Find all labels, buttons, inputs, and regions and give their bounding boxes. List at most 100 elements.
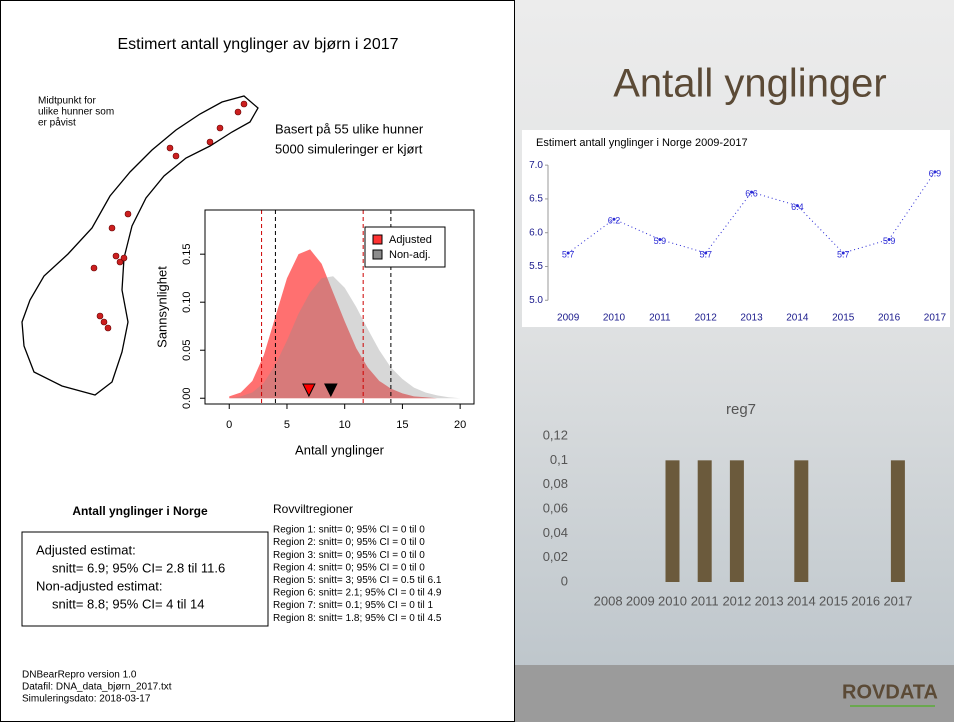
y-tick-label: 0,1 <box>550 452 568 467</box>
summary-line: Adjusted estimat: <box>36 542 136 557</box>
y-tick-label: 0,04 <box>543 525 568 540</box>
legend-swatch <box>372 249 383 260</box>
map-outline <box>21 95 259 396</box>
region-line: Region 7: snitt= 0.1; 95% CI = 0 til 1 <box>273 600 434 611</box>
x-tick-label: 2016 <box>851 593 880 608</box>
x-tick-label: 5 <box>284 419 290 431</box>
x-tick-label: 2011 <box>649 313 671 324</box>
line-point <box>612 217 616 221</box>
map-note: Midtpunkt for <box>38 96 96 107</box>
y-tick-label: 0.15 <box>181 243 193 264</box>
line-point <box>841 251 845 255</box>
line-point <box>795 204 799 208</box>
line-series <box>567 171 936 254</box>
y-tick-label: 0 <box>561 573 568 588</box>
y-tick-label: 5.5 <box>529 261 543 272</box>
footer-bar <box>515 665 954 722</box>
x-tick-label: 2015 <box>832 313 855 324</box>
x-axis-label: Antall ynglinger <box>295 442 385 457</box>
region-line: Region 4: snitt= 0; 95% CI = 0 til 0 <box>273 562 425 573</box>
x-tick-label: 2010 <box>658 593 687 608</box>
bar <box>697 460 712 582</box>
value-label: 6.4 <box>791 202 804 212</box>
bar <box>665 460 680 582</box>
plot-frame <box>204 209 475 405</box>
value-label: 5.9 <box>883 236 896 246</box>
footer-line: Simuleringsdato: 2018-03-17 <box>22 694 151 705</box>
line-point <box>750 190 754 194</box>
value-label: 5.9 <box>654 236 667 246</box>
x-tick-label: 2010 <box>603 313 626 324</box>
legend-label: Non-adj. <box>389 249 431 261</box>
right-heading: Antall ynglinger <box>613 62 887 106</box>
x-tick-label: 2013 <box>740 313 763 324</box>
line-chart-title: Estimert antall ynglinger i Norge 2009-2… <box>536 137 748 149</box>
y-tick-label: 0,12 <box>543 427 568 442</box>
line-chart-panel <box>522 130 950 327</box>
y-tick-label: 0.00 <box>181 388 193 409</box>
line-point <box>933 170 937 174</box>
x-tick-label: 2011 <box>691 593 719 608</box>
line-point <box>704 251 708 255</box>
info: 5000 simuleringer er kjørt <box>275 141 423 156</box>
x-tick-label: 15 <box>396 419 408 431</box>
y-tick-label: 6.0 <box>529 227 543 238</box>
x-tick-label: 2017 <box>883 593 912 608</box>
bar <box>890 460 905 582</box>
line-point <box>658 237 662 241</box>
footer-line: Datafil: DNA_data_bjørn_2017.txt <box>22 682 172 693</box>
y-tick-label: 7.0 <box>529 160 543 171</box>
summary-line: Non-adjusted estimat: <box>36 578 162 593</box>
y-tick-label: 0,02 <box>543 549 568 564</box>
density-area <box>229 276 461 399</box>
region-line: Region 6: snitt= 2.1; 95% CI = 0 til 4.9 <box>273 588 442 599</box>
value-label: 5.7 <box>699 249 712 259</box>
x-tick-label: 2014 <box>787 593 816 608</box>
x-tick-label: 2014 <box>786 313 809 324</box>
x-tick-label: 2012 <box>722 593 751 608</box>
y-tick-label: 0.05 <box>181 340 193 361</box>
y-tick-label: 6.5 <box>529 194 543 205</box>
legend-box <box>364 226 446 268</box>
bar <box>794 460 809 582</box>
info: Basert på 55 ulike hunner <box>275 121 424 136</box>
y-tick-label: 0,06 <box>543 500 568 515</box>
x-tick-label: 2012 <box>695 313 718 324</box>
region-line: Region 8: snitt= 1.8; 95% CI = 0 til 4.5 <box>273 613 442 624</box>
bar-chart-title: reg7 <box>726 401 756 418</box>
line-point <box>887 237 891 241</box>
value-label: 5.7 <box>837 249 850 259</box>
y-axis-label: Sannsynlighet <box>154 266 169 348</box>
region-line: Region 5: snitt= 3; 95% CI = 0.5 til 6.1 <box>273 575 442 586</box>
x-tick-label: 2009 <box>626 593 655 608</box>
map-note: er påvist <box>38 117 76 129</box>
map-note: ulike hunner som <box>38 107 114 118</box>
regions-title: Rovviltregioner <box>273 502 353 516</box>
right-panel <box>515 0 954 722</box>
value-label: 6.9 <box>929 168 942 178</box>
density-area <box>229 249 461 399</box>
region-line: Region 1: snitt= 0; 95% CI = 0 til 0 <box>273 525 425 536</box>
summary-line: snitt= 8.8; 95% CI= 4 til 14 <box>52 596 204 611</box>
region-line: Region 2: snitt= 0; 95% CI = 0 til 0 <box>273 537 425 548</box>
left-title: Estimert antall ynglinger av bjørn i 201… <box>117 36 398 53</box>
x-tick-label: 2017 <box>924 313 947 324</box>
map-dots <box>90 100 248 332</box>
summary-box <box>21 531 269 627</box>
bar <box>729 460 744 582</box>
y-tick-label: 5.0 <box>529 295 543 306</box>
footer-line: DNBearRepro version 1.0 <box>22 670 137 681</box>
value-label: 6.2 <box>608 216 621 226</box>
x-tick-label: 20 <box>454 419 466 431</box>
legend-swatch <box>372 234 383 245</box>
x-tick-label: 2015 <box>819 593 848 608</box>
legend-label: Adjusted <box>389 234 432 246</box>
x-tick-label: 10 <box>339 419 351 431</box>
x-tick-label: 2013 <box>755 593 784 608</box>
line-point <box>566 251 570 255</box>
value-label: 5.7 <box>562 249 575 259</box>
y-tick-label: 0,08 <box>543 476 568 491</box>
x-tick-label: 2009 <box>557 313 580 324</box>
mean-marker <box>324 383 338 398</box>
mean-marker <box>302 383 316 398</box>
